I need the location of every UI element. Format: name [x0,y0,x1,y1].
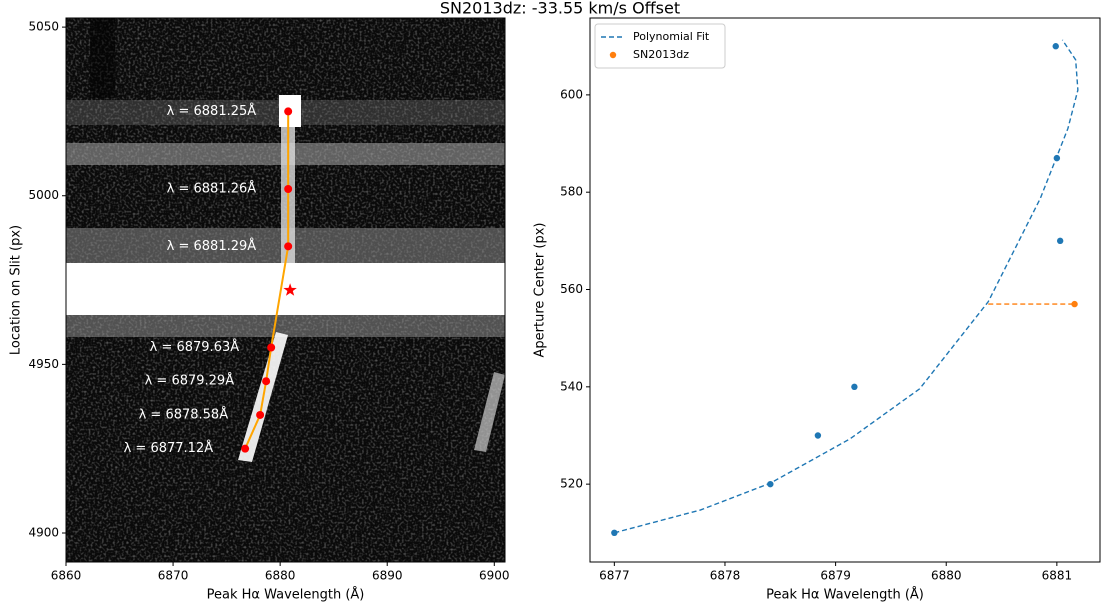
star-annotation: λ = 6881.42Å [169,282,259,298]
y-tick-label: 5050 [28,20,59,34]
x-tick-label: 6878 [710,569,741,583]
point [767,480,774,488]
point [262,377,271,386]
point-annotation: λ = 6881.25Å [167,103,257,119]
figure-title: SN2013dz: -33.55 km/s Offset [440,0,680,18]
point [284,107,293,116]
star-marker [283,283,297,296]
y-tick-label: 5000 [28,188,59,202]
point [851,383,858,391]
y-axis-label: Aperture Center (px) [533,223,548,358]
x-tick-label: 6860 [51,569,82,583]
point-annotation: λ = 6881.29Å [167,238,257,254]
y-tick-label: 600 [560,87,583,101]
point [1071,300,1078,308]
x-tick-label: 6879 [820,569,851,583]
x-tick-label: 6900 [479,569,510,583]
point [284,184,293,193]
plot-frame [589,17,1101,563]
y-tick-label: 4900 [28,525,59,539]
x-axis-label: Peak Hα Wavelength (Å) [207,587,365,603]
x-axis-label: Peak Hα Wavelength (Å) [766,587,924,603]
legend-swatch [609,51,617,59]
point-annotation: λ = 6877.12Å [124,440,214,456]
point [284,242,293,251]
legend-box [594,23,726,69]
point [241,444,250,453]
x-tick-label: 6890 [372,569,403,583]
x-tick-label: 6880 [931,569,962,583]
slit-image [66,18,505,562]
point [256,410,265,419]
point [1056,237,1064,245]
point [1052,43,1059,50]
point [267,343,276,352]
legend-label: SN2013dz [633,48,689,61]
point-annotation: λ = 6879.63Å [150,339,240,355]
point-annotation: λ = 6878.58Å [139,406,229,422]
point [1053,154,1061,162]
y-tick-label: 560 [560,282,583,296]
y-tick-label: 540 [560,379,583,393]
x-tick-label: 6880 [265,569,296,583]
y-tick-label: 580 [560,185,583,199]
point-annotation: λ = 6879.29Å [145,373,235,389]
plot-frame [65,17,506,563]
legend-label: Polynomial Fit [633,30,710,43]
x-tick-label: 6877 [599,569,630,583]
y-tick-label: 520 [560,477,583,491]
fit-line [614,39,1079,534]
point [611,529,618,537]
x-tick-label: 6881 [1042,569,1073,583]
point-annotation: λ = 6881.26Å [167,180,257,196]
x-tick-label: 6870 [158,569,189,583]
y-tick-label: 4950 [28,357,59,371]
point [814,432,822,439]
y-axis-label: Location on Slit (px) [9,225,24,355]
